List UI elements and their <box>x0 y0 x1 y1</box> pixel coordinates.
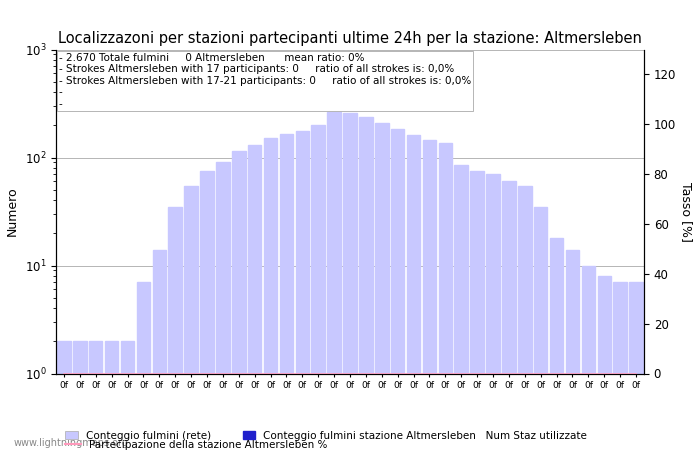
Title: Localizzazoni per stazioni partecipanti ultime 24h per la stazione: Altmersleben: Localizzazoni per stazioni partecipanti … <box>58 31 642 45</box>
Y-axis label: Numero: Numero <box>6 187 19 236</box>
Text: www.lightningmaps.org: www.lightningmaps.org <box>14 438 129 448</box>
Bar <box>248 145 261 450</box>
Bar <box>502 181 516 450</box>
Bar <box>454 165 468 450</box>
Bar <box>169 207 182 450</box>
Bar <box>73 341 87 450</box>
Bar <box>629 282 643 450</box>
Text: - 2.670 Totale fulmini     0 Altmersleben      mean ratio: 0%
- Strokes Altmersl: - 2.670 Totale fulmini 0 Altmersleben me… <box>59 53 471 109</box>
Y-axis label: Tasso [%]: Tasso [%] <box>680 181 693 242</box>
Bar <box>312 125 325 450</box>
Bar <box>105 341 118 450</box>
Bar <box>407 135 420 450</box>
Bar <box>153 250 166 450</box>
Bar <box>486 174 500 450</box>
Bar <box>598 276 611 450</box>
Bar <box>184 185 198 450</box>
Bar <box>534 207 547 450</box>
Bar <box>200 171 214 450</box>
Bar <box>89 341 102 450</box>
Bar <box>518 185 531 450</box>
Bar <box>121 341 134 450</box>
Bar <box>439 144 452 450</box>
Bar <box>57 341 71 450</box>
Bar <box>295 131 309 450</box>
Bar <box>359 117 372 450</box>
Bar <box>550 238 564 450</box>
Bar <box>613 282 627 450</box>
Legend: Conteggio fulmini (rete), Conteggio fulmini stazione Altmersleben   Num Staz uti: Conteggio fulmini (rete), Conteggio fulm… <box>61 427 592 445</box>
Bar <box>136 282 150 450</box>
Bar <box>216 162 230 450</box>
Bar <box>566 250 579 450</box>
Bar <box>375 123 389 450</box>
Bar <box>470 171 484 450</box>
Bar <box>328 112 341 450</box>
Bar <box>343 112 357 450</box>
Bar <box>582 266 595 450</box>
Bar <box>232 151 246 450</box>
Bar <box>264 139 277 450</box>
Bar <box>391 129 405 450</box>
Bar <box>280 134 293 450</box>
Bar <box>423 140 436 450</box>
Legend: Partecipazione della stazione Altmersleben %: Partecipazione della stazione Altmersleb… <box>61 436 332 450</box>
